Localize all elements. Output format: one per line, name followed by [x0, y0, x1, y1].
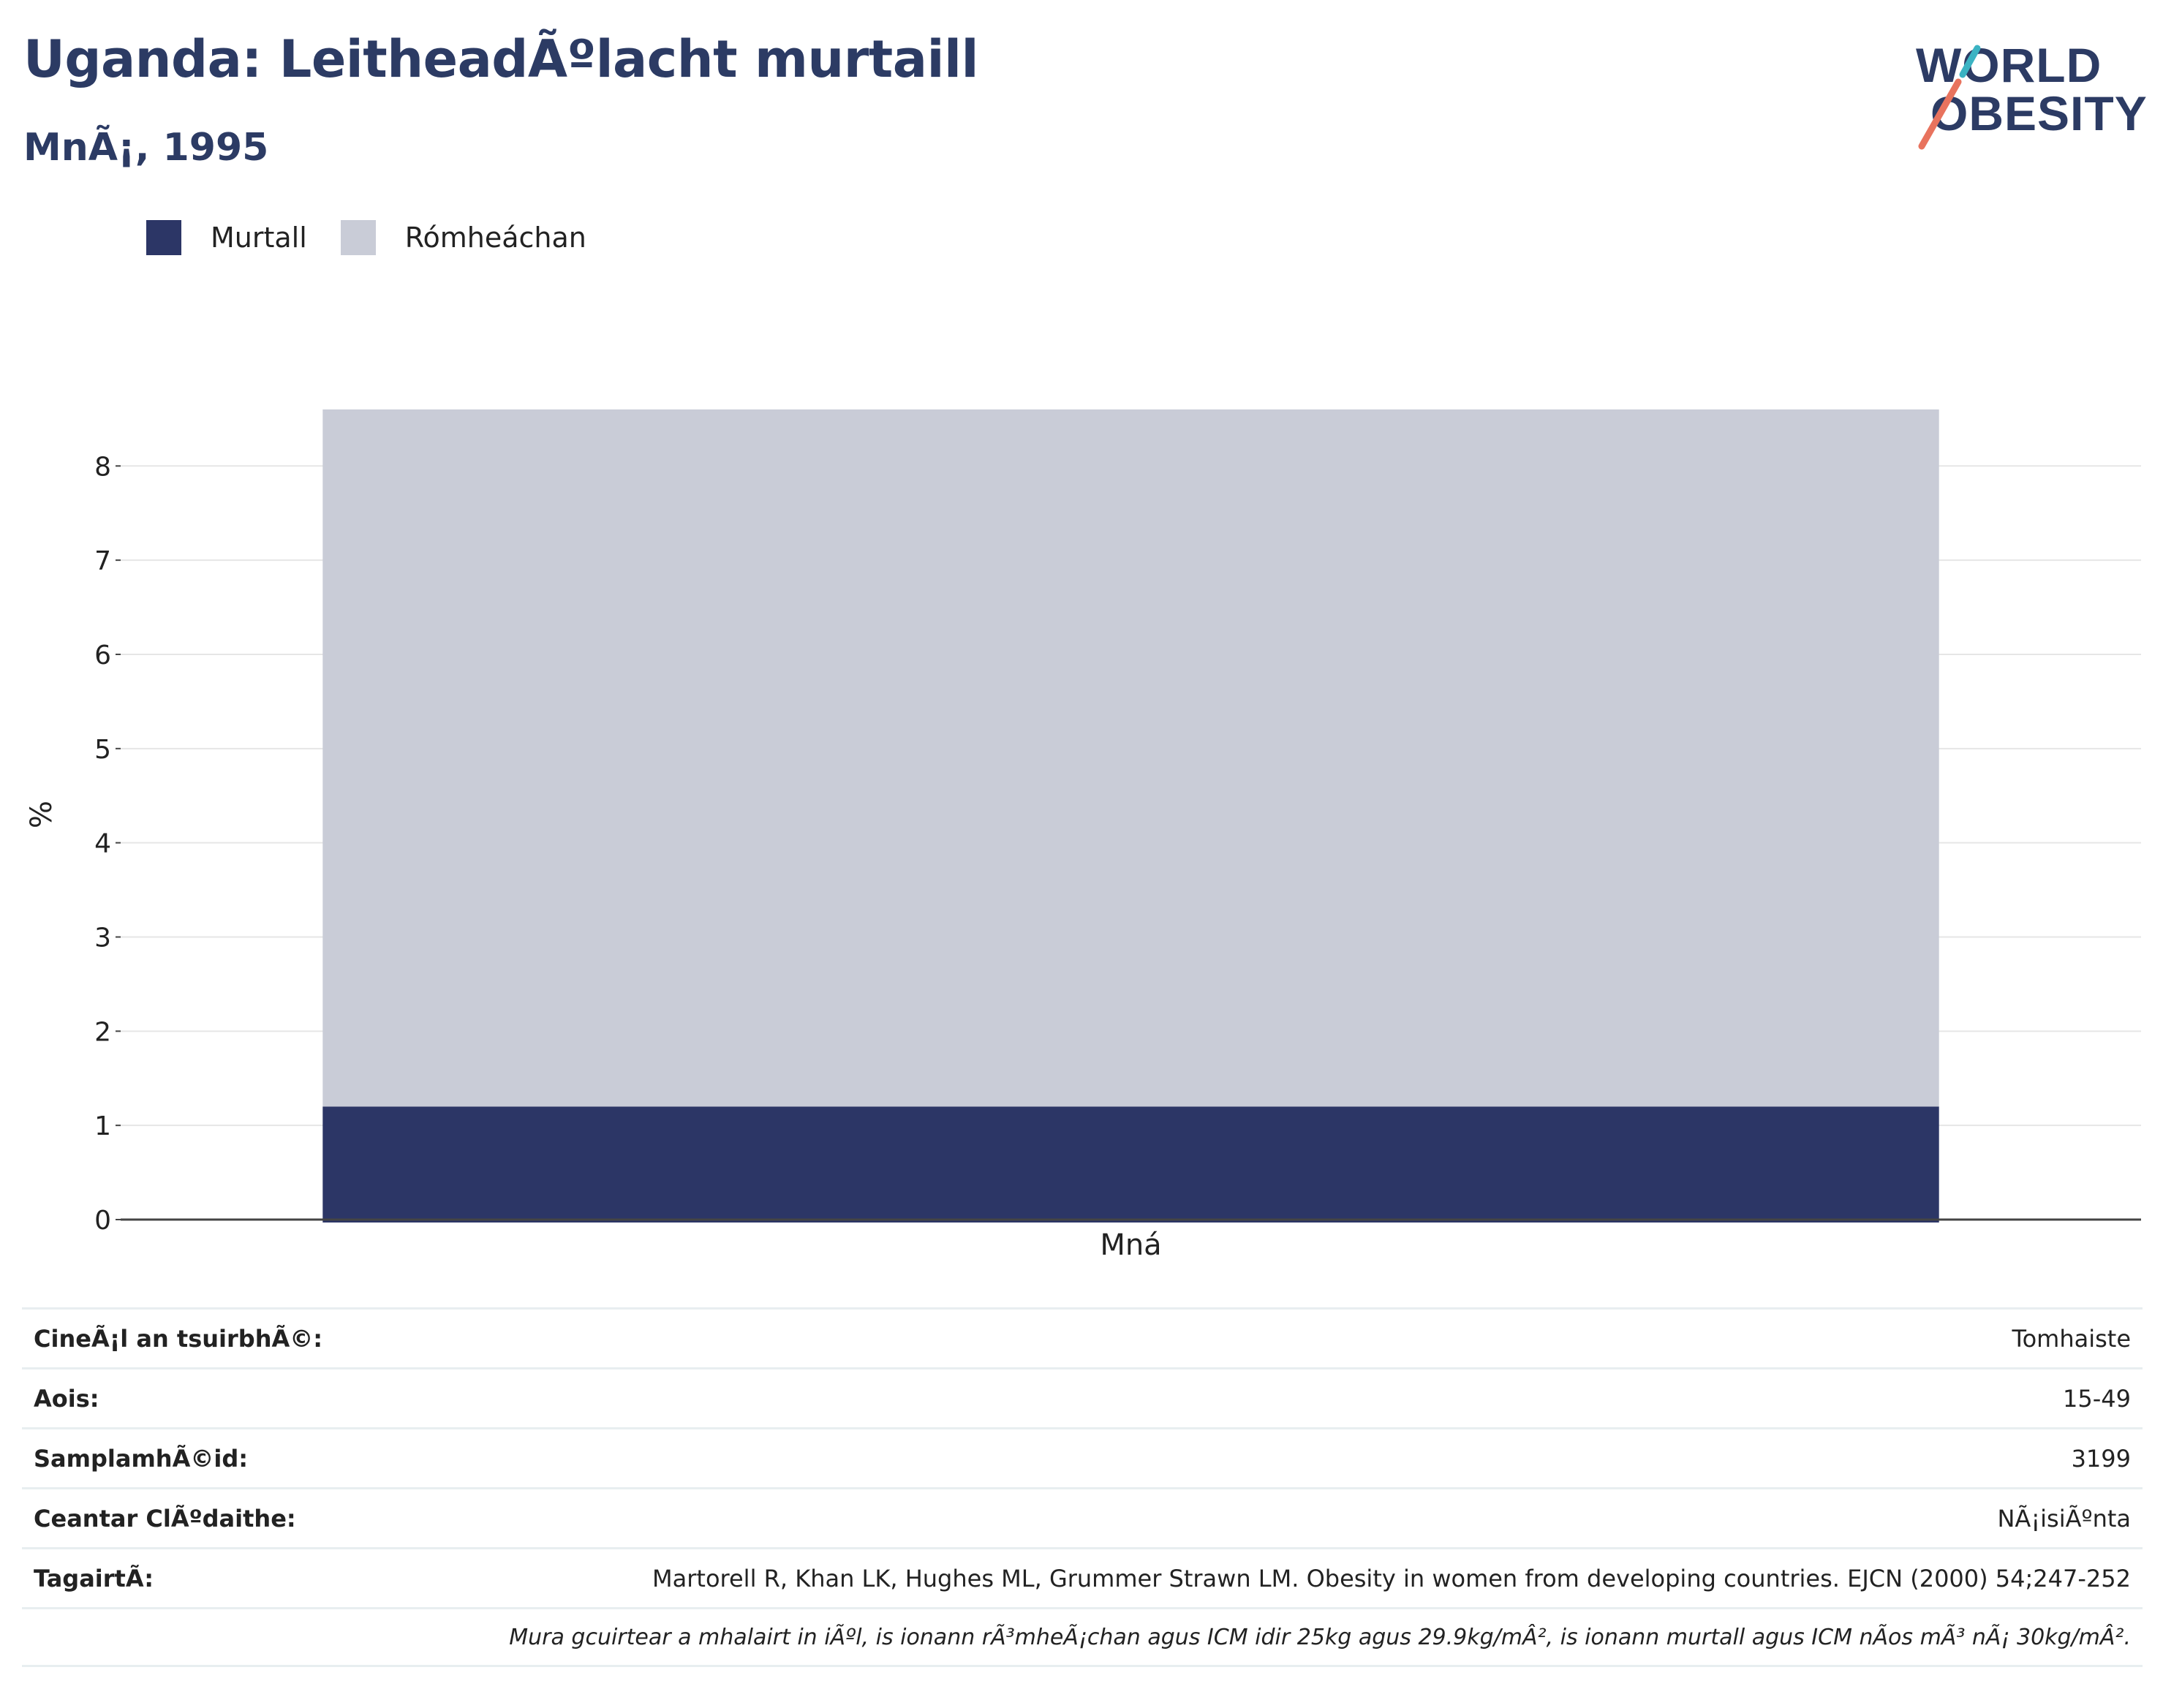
legend-swatch-romheachan: [340, 220, 376, 255]
y-axis-label: %: [25, 801, 58, 828]
info-row-survey-type: CineÃ¡l an tsuirbhÃ©: Tomhaiste: [22, 1307, 2143, 1367]
world-obesity-logo: WORLD OBESITY: [1916, 38, 2148, 150]
info-value: 15-49: [2063, 1384, 2131, 1413]
slash-logo-icon-top: [1959, 45, 1981, 78]
bar-r-mhe-chan: [322, 409, 1939, 1107]
y-tick-label: 3: [94, 923, 111, 953]
info-label: SamplamhÃ©id:: [34, 1444, 249, 1473]
info-value: Martorell R, Khan LK, Hughes ML, Grummer…: [652, 1564, 2131, 1592]
info-value: 3199: [2071, 1444, 2131, 1473]
y-tick-label: 1: [94, 1111, 111, 1141]
legend-swatch-murtall: [146, 220, 181, 255]
info-row-reference: TagairtÃ: Martorell R, Khan LK, Hughes M…: [22, 1547, 2143, 1607]
y-tick-label: 8: [94, 452, 111, 482]
bar-chart: 0 1 2 3 4 5 6 7 8% Mná: [25, 409, 2141, 1262]
y-tick-label: 0: [94, 1206, 111, 1236]
definition-note: Mura gcuirtear a mhalairt in iÃºl, is io…: [509, 1624, 2131, 1650]
info-value: NÃ¡isiÃºnta: [1997, 1504, 2131, 1533]
info-table: CineÃ¡l an tsuirbhÃ©: Tomhaiste Aois: 15…: [22, 1307, 2143, 1667]
info-row-age: Aois: 15-49: [22, 1367, 2143, 1427]
legend-item-romheachan[interactable]: Rómheáchan: [340, 220, 586, 255]
logo-line1: WORLD: [1916, 38, 2102, 92]
bar-murtall: [322, 1106, 1939, 1223]
info-label: CineÃ¡l an tsuirbhÃ©:: [34, 1324, 323, 1353]
info-label: Aois:: [34, 1384, 99, 1413]
y-tick-label: 7: [94, 546, 111, 576]
info-row-note: Mura gcuirtear a mhalairt in iÃºl, is io…: [22, 1607, 2143, 1667]
y-tick-label: 2: [94, 1017, 111, 1047]
info-label: TagairtÃ:: [34, 1564, 154, 1592]
info-row-sample-size: SamplamhÃ©id: 3199: [22, 1427, 2143, 1487]
y-tick-label: 4: [94, 829, 111, 859]
chart-legend: Murtall Rómheáchan: [146, 216, 620, 260]
y-tick-label: 6: [94, 640, 111, 670]
y-tick-label: 5: [94, 735, 111, 765]
x-tick-label: Mná: [1100, 1228, 1161, 1262]
info-row-area-covered: Ceantar ClÃºdaithe: NÃ¡isiÃºnta: [22, 1487, 2143, 1547]
logo-line2: OBESITY: [1930, 86, 2148, 140]
slash-logo-icon: [1918, 78, 1962, 150]
page-subtitle: MnÃ¡, 1995: [23, 126, 269, 170]
legend-label-murtall: Murtall: [211, 222, 307, 254]
info-value: Tomhaiste: [2012, 1324, 2131, 1353]
legend-label-romheachan: Rómheáchan: [404, 222, 586, 254]
info-label: Ceantar ClÃºdaithe:: [34, 1504, 296, 1533]
page-title: Uganda: LeitheadÃºlacht murtaill: [23, 29, 978, 89]
legend-item-murtall[interactable]: Murtall: [146, 220, 307, 255]
